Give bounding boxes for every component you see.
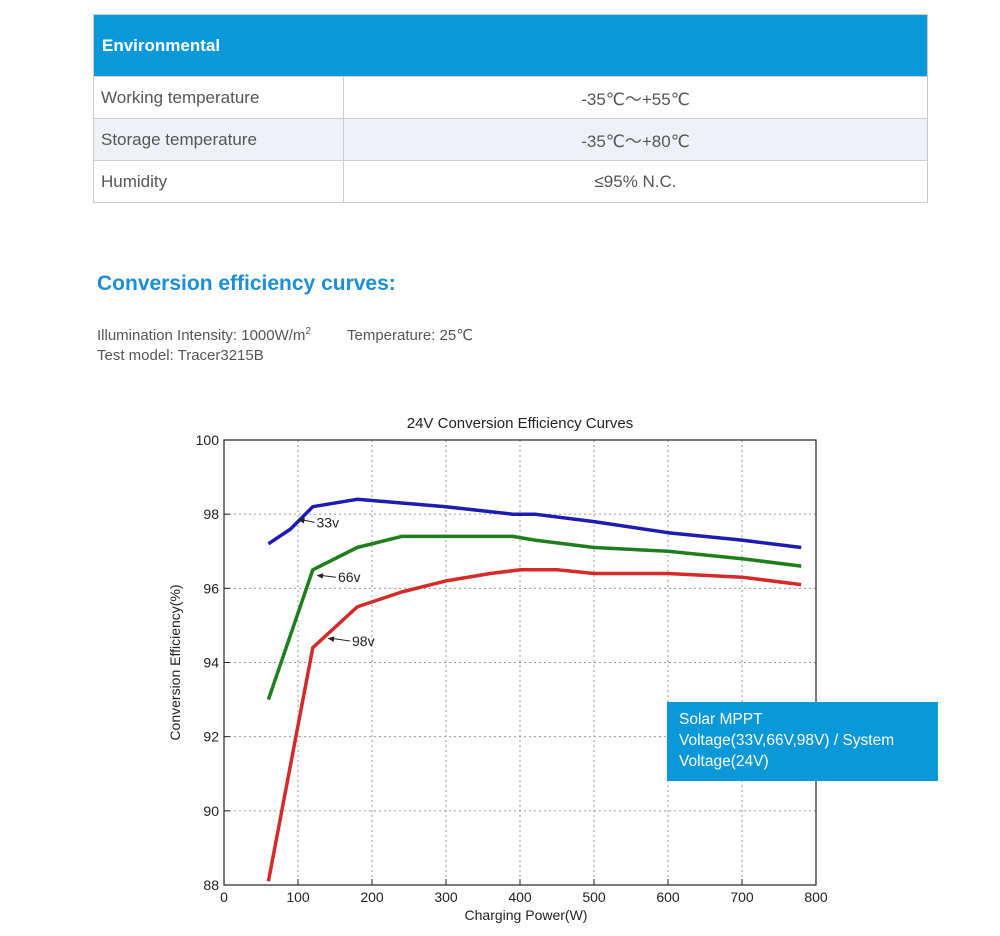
row-value: -35℃～+55℃ [581,90,690,109]
x-tick-label: 800 [804,889,828,905]
x-tick-label: 100 [286,889,310,905]
y-tick-label: 98 [203,506,219,522]
series-line-98v [266,568,802,882]
annotation-arrowhead [327,636,335,642]
row-value: ≤95% N.C. [594,171,677,191]
x-tick-label: 300 [434,889,458,905]
row-label: Working temperature [94,77,344,118]
x-tick-label: 500 [582,889,606,905]
table-row: Humidity ≤95% N.C. [94,160,927,202]
annotation-arrowhead [298,518,305,524]
chart-title: 24V Conversion Efficiency Curves [407,415,634,432]
test-model-text: Test model: Tracer3215B [97,347,264,364]
y-tick-label: 96 [203,580,219,596]
conditions-line: Illumination Intensity: 1000W/m2 Temperat… [97,322,473,346]
legend-line: Voltage(24V) [679,753,769,770]
legend-line: Solar MPPT [679,711,763,728]
legend-line: Voltage(33V,66V,98V) / System [679,732,895,749]
annotation-label: 33v [317,514,340,530]
legend-box: Solar MPPT Voltage(33V,66V,98V) / System… [667,702,938,781]
table-row: Storage temperature -35℃～+80℃ [94,118,927,160]
temperature-text: Temperature: 25℃ [347,327,474,344]
row-label: Storage temperature [94,119,344,160]
y-tick-label: 94 [203,655,219,671]
x-tick-label: 0 [220,889,228,905]
row-label: Humidity [94,161,344,202]
section-title: Conversion efficiency curves: [97,272,396,295]
series-line-66v [266,534,802,701]
x-tick-label: 400 [508,889,532,905]
series-line-33v [267,497,802,550]
x-tick-label: 200 [360,889,384,905]
y-tick-label: 92 [203,729,219,745]
annotation-label: 98v [352,633,375,649]
test-conditions: Illumination Intensity: 1000W/m2 Temperat… [97,322,473,366]
x-axis-label: Charging Power(W) [465,907,588,923]
x-tick-label: 600 [656,889,680,905]
environmental-table: Environmental Working temperature -35℃～+… [93,14,928,203]
illumination-text: Illumination Intensity: 1000W/m [97,327,306,344]
illumination-superscript: 2 [305,326,311,337]
y-tick-label: 100 [196,432,220,448]
y-axis-label: Conversion Efficiency(%) [167,584,183,740]
environmental-header: Environmental [94,15,927,76]
annotation-arrow [320,574,337,578]
y-tick-label: 88 [203,877,219,893]
annotation-arrowhead [316,573,324,579]
x-tick-label: 700 [730,889,754,905]
efficiency-chart: 0 100 200 300 400 500 600 700 800 88 90 92 94 96 98 100… [167,415,828,923]
annotation-label: 66v [338,569,361,585]
y-tick-label: 90 [203,803,219,819]
annotation-arrow [331,637,351,642]
row-value: -35℃～+80℃ [581,132,690,151]
table-row: Working temperature -35℃～+55℃ [94,76,927,118]
